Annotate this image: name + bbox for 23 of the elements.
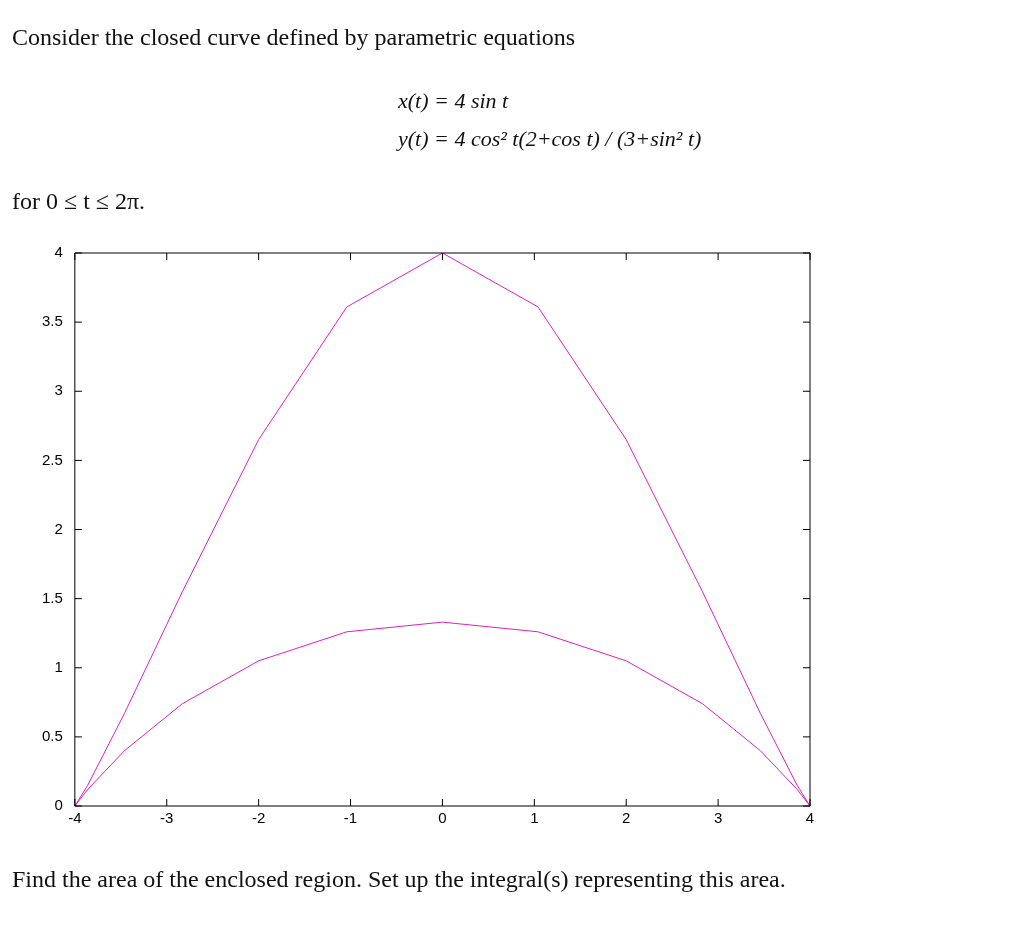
text: Find the area of the enclosed region. Set up the integral(s) representing this area. [12, 866, 786, 893]
x-tick-label: -1 [343, 809, 358, 827]
x-tick-label: -4 [68, 809, 82, 827]
x-tick-label: 2 [622, 809, 631, 827]
chart-title: Consider the closed curve defined by parametric equations [12, 24, 576, 51]
y-tick-label: 2 [54, 519, 63, 537]
y-tick-label: 0.5 [41, 727, 63, 745]
y-tick-label: 3 [54, 381, 63, 399]
text: y(t) = 4 cos² t(2+cos t) / (3+sin² t) [398, 126, 702, 152]
x-tick-label: 4 [805, 809, 815, 827]
y-tick-label: 1.5 [41, 588, 63, 606]
y-tick-label: 2.5 [41, 450, 63, 468]
x-tick-label: 1 [530, 809, 539, 827]
y-tick-label: 4 [54, 243, 63, 261]
x-tick-label: -3 [160, 809, 174, 827]
y-tick-label: 1 [54, 657, 63, 675]
x-tick-label: 0 [438, 809, 447, 827]
x-tick-label: -2 [251, 809, 266, 827]
y-tick-label: 3.5 [41, 312, 63, 330]
x-tick-label: 3 [713, 809, 723, 827]
text: for 0 ≤ t ≤ 2π. [12, 188, 146, 215]
text: x(t) = 4 sin t [398, 88, 509, 114]
y-tick-label: 0 [54, 796, 63, 814]
